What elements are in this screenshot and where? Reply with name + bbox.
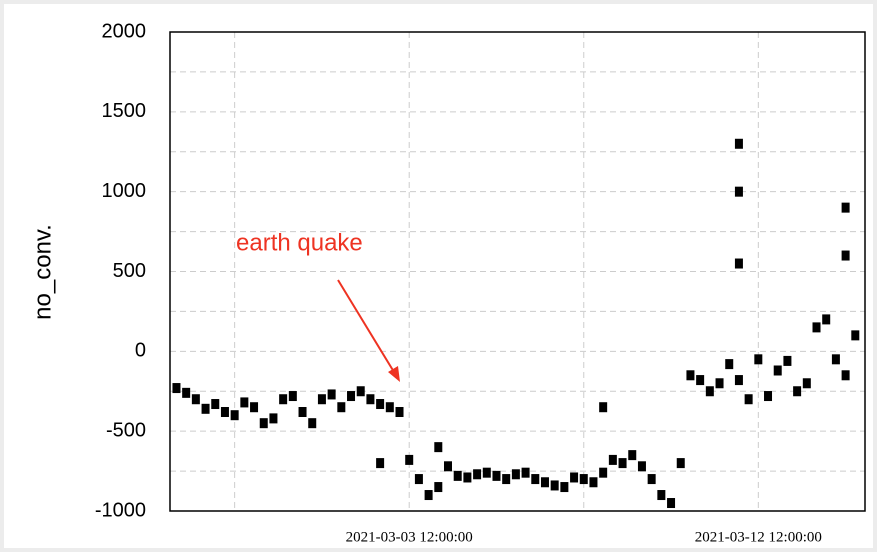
point bbox=[172, 383, 181, 394]
point bbox=[570, 472, 579, 483]
point bbox=[298, 407, 307, 418]
point bbox=[395, 407, 404, 418]
point bbox=[725, 359, 734, 370]
y-tick-label: 1000 bbox=[102, 180, 147, 202]
y-axis-label: no_conv. bbox=[29, 224, 56, 320]
point bbox=[366, 394, 375, 405]
point bbox=[250, 402, 259, 413]
point bbox=[822, 314, 831, 325]
plot-frame bbox=[169, 31, 866, 512]
point bbox=[764, 391, 773, 402]
point bbox=[589, 477, 598, 488]
point bbox=[240, 397, 249, 408]
point bbox=[773, 365, 782, 376]
point bbox=[492, 470, 501, 481]
point bbox=[405, 454, 414, 465]
y-tick-label: 500 bbox=[113, 260, 146, 282]
point bbox=[637, 461, 646, 472]
point bbox=[191, 394, 200, 405]
point bbox=[734, 375, 743, 386]
point bbox=[841, 370, 850, 381]
point bbox=[317, 394, 326, 405]
y-tick-label: -1000 bbox=[95, 499, 146, 521]
point bbox=[744, 394, 753, 405]
point bbox=[647, 474, 656, 485]
point bbox=[734, 186, 743, 197]
point bbox=[337, 402, 346, 413]
point bbox=[667, 498, 676, 509]
annotation-arrowhead bbox=[388, 366, 400, 382]
point bbox=[540, 477, 549, 488]
point bbox=[182, 387, 191, 398]
point bbox=[220, 407, 229, 418]
point bbox=[511, 469, 520, 480]
point bbox=[754, 354, 763, 365]
point bbox=[560, 482, 569, 493]
point bbox=[705, 386, 714, 397]
point bbox=[279, 394, 288, 405]
point bbox=[259, 418, 268, 429]
point bbox=[531, 474, 540, 485]
point bbox=[831, 354, 840, 365]
point bbox=[434, 482, 443, 493]
point bbox=[696, 375, 705, 386]
point bbox=[715, 378, 724, 389]
point bbox=[599, 467, 608, 478]
point bbox=[628, 450, 637, 461]
y-tick-label: 1500 bbox=[102, 100, 147, 122]
point bbox=[482, 467, 491, 478]
point bbox=[376, 458, 385, 469]
point bbox=[211, 399, 220, 410]
point bbox=[802, 378, 811, 389]
point bbox=[579, 474, 588, 485]
point bbox=[502, 474, 511, 485]
y-tick-label: -500 bbox=[106, 419, 146, 441]
point bbox=[521, 467, 530, 478]
point bbox=[851, 330, 860, 341]
point bbox=[356, 386, 365, 397]
point bbox=[308, 418, 317, 429]
point bbox=[376, 399, 385, 410]
point bbox=[841, 202, 850, 213]
point bbox=[444, 461, 452, 472]
point bbox=[657, 490, 666, 501]
point bbox=[347, 391, 356, 402]
point bbox=[608, 454, 617, 465]
annotation: earth quake bbox=[236, 229, 363, 256]
point bbox=[201, 403, 210, 414]
annotation-arrow bbox=[337, 279, 395, 373]
point bbox=[385, 402, 394, 413]
point bbox=[783, 355, 792, 366]
point bbox=[463, 472, 472, 483]
point bbox=[473, 469, 482, 480]
x-tick-label: 2021-03-12 12:00:00 bbox=[695, 529, 822, 545]
point bbox=[618, 458, 627, 469]
point bbox=[599, 402, 608, 413]
point bbox=[841, 250, 850, 261]
point bbox=[734, 258, 743, 269]
point bbox=[734, 138, 743, 149]
point bbox=[414, 474, 423, 485]
y-tick-label: 0 bbox=[135, 340, 146, 362]
y-tick-label: 2000 bbox=[102, 20, 147, 42]
x-tick-label: 2021-03-03 12:00:00 bbox=[346, 529, 473, 545]
point bbox=[793, 386, 802, 397]
point bbox=[327, 389, 336, 400]
point bbox=[676, 458, 685, 469]
point bbox=[230, 410, 239, 421]
point bbox=[434, 442, 443, 453]
point bbox=[550, 480, 559, 491]
point bbox=[686, 370, 695, 381]
point bbox=[812, 322, 821, 333]
point bbox=[424, 490, 433, 501]
point bbox=[453, 470, 462, 481]
point bbox=[288, 391, 297, 402]
point bbox=[269, 413, 278, 424]
